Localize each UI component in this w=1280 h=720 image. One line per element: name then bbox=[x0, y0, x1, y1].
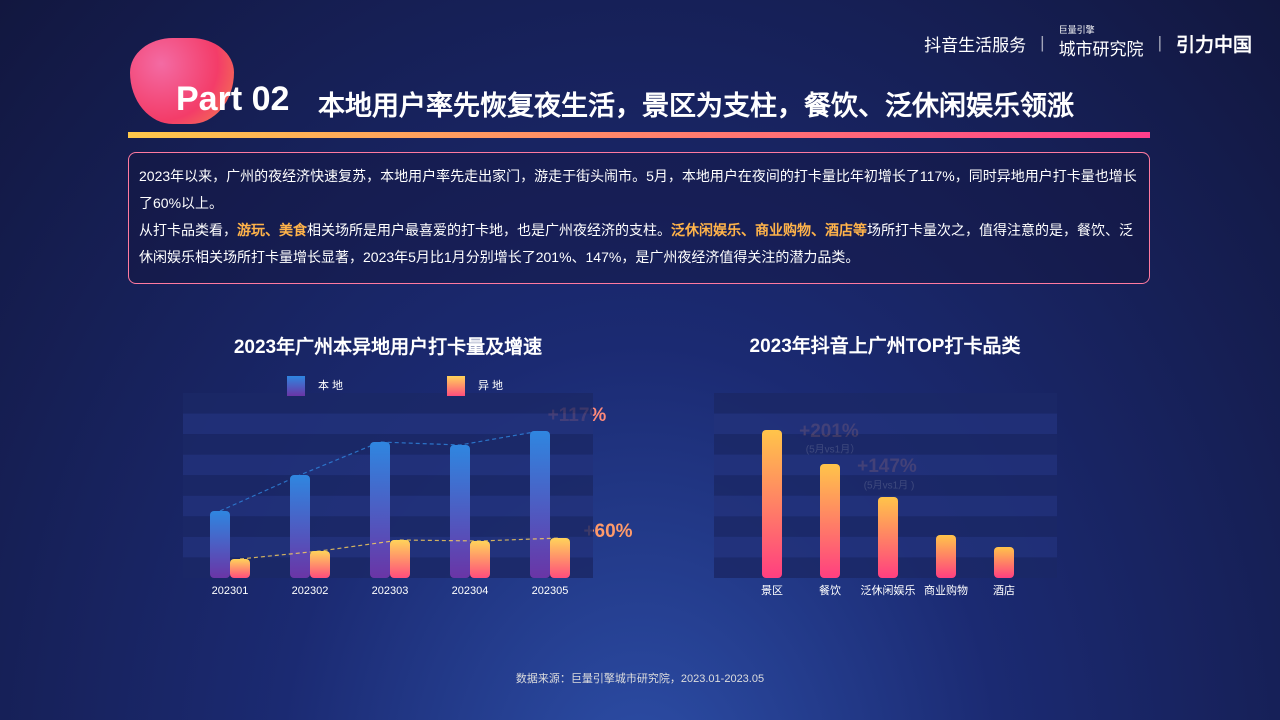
title: 本地用户率先恢复夜生活，景区为支柱，餐饮、泛休闲娱乐领涨 bbox=[318, 91, 1074, 121]
title-bar: Part 02 本地用户率先恢复夜生活，景区为支柱，餐饮、泛休闲娱乐领涨 bbox=[128, 70, 1150, 138]
chart-title: 2023年广州本异地用户打卡量及增速 bbox=[234, 335, 542, 358]
legend-label: 异 地 bbox=[478, 379, 503, 392]
bar bbox=[762, 430, 782, 578]
plot-stripe bbox=[714, 434, 1057, 455]
plot-stripe bbox=[183, 516, 593, 537]
x-tick-label: 202303 bbox=[372, 585, 409, 597]
trend-line bbox=[239, 537, 561, 560]
plot-stripe bbox=[714, 557, 1057, 578]
part-label: Part 02 bbox=[176, 80, 290, 118]
bar bbox=[820, 464, 840, 578]
annotation: +147% bbox=[857, 456, 917, 477]
annotation: +60% bbox=[583, 521, 632, 542]
x-tick-label: 202302 bbox=[292, 585, 329, 597]
brand: 引力中国 bbox=[1175, 34, 1252, 56]
plot-stripe bbox=[714, 413, 1057, 435]
summary-box: 2023年以来，广州的夜经济快速复苏，本地用户率先走出家门，游走于街头闹市。5月… bbox=[128, 152, 1150, 284]
paragraph: 2023年以来，广州的夜经济快速复苏，本地用户率先走出家门，游走于街头闹市。5月… bbox=[139, 168, 1137, 211]
plot-stripe bbox=[714, 516, 1057, 537]
plot-stripe bbox=[183, 413, 593, 435]
annotation: +117% bbox=[548, 405, 607, 426]
x-tick-label: 泛休闲娱乐 bbox=[861, 583, 916, 597]
source-note: 数据来源：巨量引擎城市研究院，2023.01-2023.05 bbox=[515, 673, 765, 685]
text: 场所打卡量次之，值得注意的是，餐饮、泛休闲娱乐相关场所打卡量增长显著，2023年… bbox=[139, 222, 1133, 265]
x-tick-label: 202304 bbox=[452, 585, 489, 597]
plot-stripe bbox=[714, 475, 1057, 496]
text: 相关场所是用户最喜爱的打卡地，也是广州夜经济的支柱。 bbox=[307, 222, 671, 238]
bar bbox=[310, 551, 330, 578]
header: 抖音生活服务 | 巨量引擎 城市研究院 | 引力中国 bbox=[924, 25, 1252, 60]
trend-line bbox=[219, 430, 541, 512]
plot-stripe bbox=[714, 536, 1057, 558]
paragraph: 从打卡品类看，游玩、美食相关场所是用户最喜爱的打卡地，也是广州夜经济的支柱。泛休… bbox=[139, 217, 1139, 271]
annotation: +201% bbox=[799, 421, 859, 442]
plot-stripe bbox=[183, 393, 593, 414]
brand: 抖音生活服务 bbox=[924, 35, 1027, 55]
bar bbox=[936, 535, 956, 578]
legend-label: 本 地 bbox=[318, 378, 343, 392]
bar bbox=[878, 497, 898, 578]
plot-stripe bbox=[183, 475, 593, 496]
x-tick-label: 餐饮 bbox=[819, 583, 841, 597]
plot-stripe bbox=[183, 557, 593, 578]
bar bbox=[530, 431, 550, 578]
highlight: 泛休闲娱乐、商业购物、酒店等 bbox=[671, 222, 867, 238]
x-tick-label: 202305 bbox=[532, 585, 569, 597]
x-tick-label: 酒店 bbox=[993, 583, 1015, 597]
plot-stripe bbox=[714, 495, 1057, 517]
bar bbox=[994, 547, 1014, 578]
chart-title: 2023年抖音上广州TOP打卡品类 bbox=[750, 334, 1021, 357]
bar bbox=[370, 442, 390, 578]
bar bbox=[470, 541, 490, 578]
bar bbox=[290, 475, 310, 578]
plot-stripe bbox=[714, 393, 1057, 414]
brand: 城市研究院 bbox=[1058, 40, 1144, 59]
plot-stripe bbox=[183, 536, 593, 558]
x-tick-label: 景区 bbox=[761, 584, 783, 597]
bar bbox=[230, 559, 250, 578]
bar bbox=[390, 540, 410, 578]
bar bbox=[450, 445, 470, 578]
annotation-note: (5月vs1月 ) bbox=[864, 480, 915, 492]
plot-stripe bbox=[183, 434, 593, 455]
plot-stripe bbox=[183, 454, 593, 476]
bar bbox=[550, 538, 570, 578]
brand: 巨量引擎 城市研究院 bbox=[1059, 26, 1144, 60]
plot-stripe bbox=[714, 454, 1057, 476]
x-tick-label: 商业购物 bbox=[924, 583, 968, 597]
text: 从打卡品类看， bbox=[139, 222, 237, 238]
highlight: 游玩、美食 bbox=[237, 222, 307, 238]
legend-swatch bbox=[447, 376, 465, 396]
plot-stripe bbox=[183, 495, 593, 517]
brand-small: 巨量引擎 bbox=[1058, 25, 1095, 35]
bar bbox=[210, 511, 230, 578]
annotation-note: (5月vs1月） bbox=[806, 444, 860, 456]
legend-swatch bbox=[287, 376, 305, 396]
x-tick-label: 202301 bbox=[212, 585, 249, 597]
